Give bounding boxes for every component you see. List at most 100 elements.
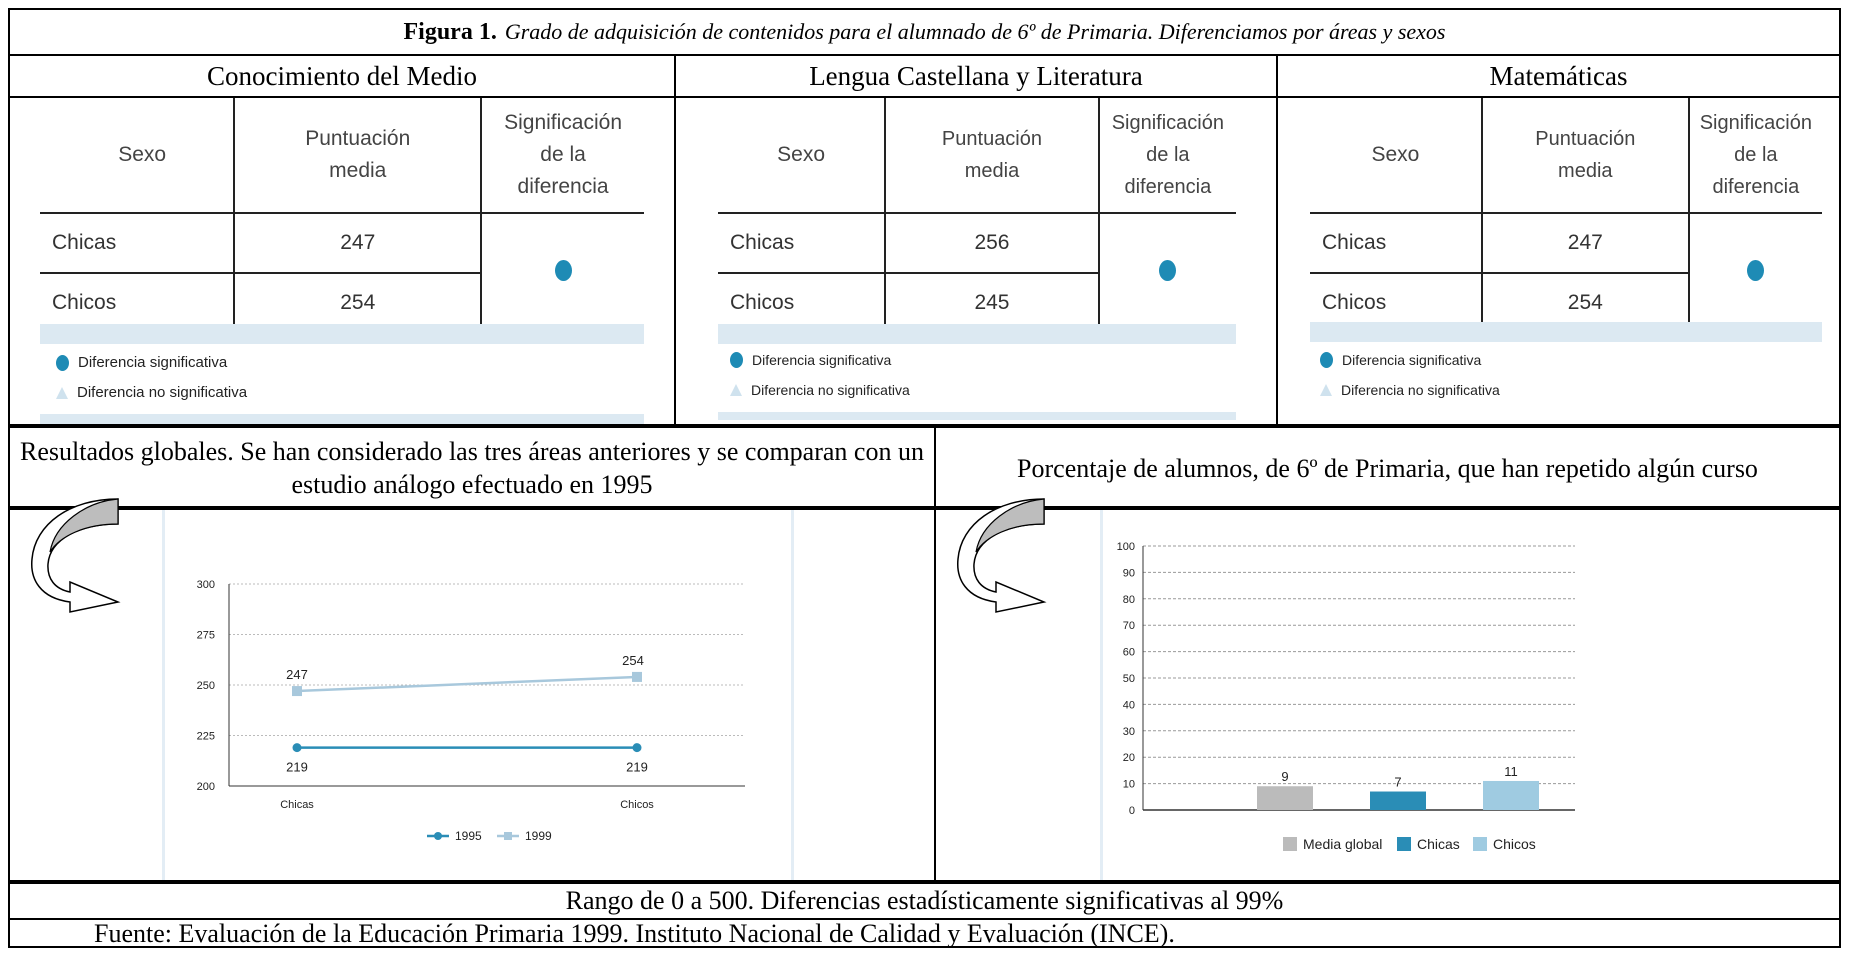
y-tick-label: 20 [1123,752,1135,764]
col-header-puntuacion: Puntuación media [1481,98,1690,214]
legend-significativa: Diferencia significativa [56,354,227,371]
area-title-medio: Conocimiento del Medio [207,60,477,91]
circle-icon [56,354,69,371]
y-tick-label: 0 [1129,805,1135,817]
row-valor: 245 [885,273,1100,332]
figure-frame: Figura 1. Grado de adquisición de conten… [8,8,1841,948]
area-title-lengua: Lengua Castellana y Literatura [809,60,1143,91]
bar-chicos [1483,780,1539,810]
y-tick-label: 50 [1123,673,1135,685]
row-valor: 247 [1481,213,1690,274]
legend-label: 1995 [455,829,482,843]
curved-arrow-icon [31,498,121,613]
data-label: 7 [1394,775,1401,790]
row-sexo: Chicos [40,273,236,332]
significance-dot-icon [1747,259,1765,281]
legend-swatch [1473,837,1487,851]
col-header-sexo: Sexo [718,98,887,214]
x-tick-label: Chicas [280,799,314,811]
table-band [1310,322,1822,342]
significance-dot-icon [554,259,572,281]
legend-swatch [1397,837,1411,851]
divider [10,880,1839,884]
table-band [40,414,644,424]
triangle-icon [56,386,68,399]
repeat-course-title: Porcentaje de alumnos, de 6º de Primaria… [1017,453,1758,483]
legend-significativa: Diferencia significativa [730,352,891,368]
legend-label: Chicos [1493,836,1536,852]
divider [934,428,936,880]
area-title-matematicas: Matemáticas [1489,60,1628,91]
divider [10,96,1839,98]
divider [674,54,676,428]
y-tick-label: 30 [1123,726,1135,738]
divider [1276,54,1278,428]
legend-label: Media global [1303,836,1382,852]
divider [10,506,1839,510]
data-label: 9 [1281,769,1288,784]
y-tick-label: 60 [1123,647,1135,659]
circle-icon [730,352,743,368]
bar-chart-panel: 0 10 20 30 40 50 60 70 80 90 100 9 7 11 Media global Ch… [1100,510,1643,880]
legend-no-significativa: Diferencia no significativa [730,382,910,398]
data-label: 219 [286,760,308,775]
row-sexo: Chicas [1310,213,1483,274]
figure-caption: Grado de adquisición de contenidos para … [504,19,1446,44]
data-label: 254 [622,653,644,668]
y-tick-label: 90 [1123,567,1135,579]
triangle-icon [730,384,742,396]
y-tick-label: 10 [1123,779,1135,791]
legend-no-significativa: Diferencia no significativa [56,384,247,401]
bar-chicas [1370,791,1426,810]
curved-arrow-icon [957,498,1047,613]
legend-no-significativa: Diferencia no significativa [1320,382,1500,398]
range-note: Rango de 0 a 500. Diferencias estadístic… [565,886,1284,915]
row-sexo: Chicas [718,213,887,274]
y-tick-label: 225 [197,731,215,743]
y-tick-label: 40 [1123,699,1135,711]
figure-title: Figura 1. Grado de adquisición de conten… [10,10,1839,54]
area-table-lengua: Sexo Puntuación media Significación de l… [718,98,1236,332]
divider [10,424,1839,428]
row-valor: 256 [885,213,1100,274]
col-header-puntuacion: Puntuación media [234,98,483,214]
area-table-matematicas: Sexo Puntuación media Significación de l… [1310,98,1822,332]
y-tick-label: 70 [1123,620,1135,632]
x-tick-label: Chicos [620,799,654,811]
figure-label: Figura 1. [403,18,497,45]
line-chart: 200 225 250 275 300 Chicas Chicos 219 219 247 254 1… [197,579,745,843]
line-chart-panel: 200 225 250 275 300 Chicas Chicos 219 219 247 254 1… [162,510,794,880]
significance-cell [1099,213,1236,332]
divider [10,54,1839,56]
y-tick-label: 275 [197,630,215,642]
legend-swatch [1283,837,1297,851]
col-header-sexo: Sexo [40,98,236,214]
triangle-icon [1320,384,1332,396]
data-point [632,743,642,753]
significance-cell [1689,213,1822,332]
col-header-significacion: Significación de la diferencia [1098,98,1236,214]
row-sexo: Chicas [40,213,236,274]
data-label: 219 [626,760,648,775]
data-point [292,686,302,697]
y-tick-label: 80 [1123,594,1135,606]
y-tick-label: 100 [1117,541,1135,553]
legend-marker [504,832,512,840]
area-table-medio: Sexo Puntuación media Significación de l… [40,98,644,332]
y-tick-label: 200 [197,781,215,793]
legend-significativa: Diferencia significativa [1320,352,1481,368]
bar-media-global [1257,786,1313,810]
table-band [40,324,644,344]
legend-marker [434,832,442,840]
col-header-puntuacion: Puntuación media [885,98,1100,214]
significance-cell [481,213,644,332]
data-label: 247 [286,667,308,682]
y-tick-label: 250 [197,680,215,692]
source-note: Fuente: Evaluación de la Educación Prima… [94,919,1175,948]
y-tick-label: 300 [197,579,215,591]
data-point [292,743,302,753]
col-header-significacion: Significación de la diferencia [481,98,644,214]
data-point [632,671,642,682]
bar-chart: 0 10 20 30 40 50 60 70 80 90 100 9 7 11 Media global Ch… [1117,541,1575,852]
col-header-sexo: Sexo [1310,98,1483,214]
